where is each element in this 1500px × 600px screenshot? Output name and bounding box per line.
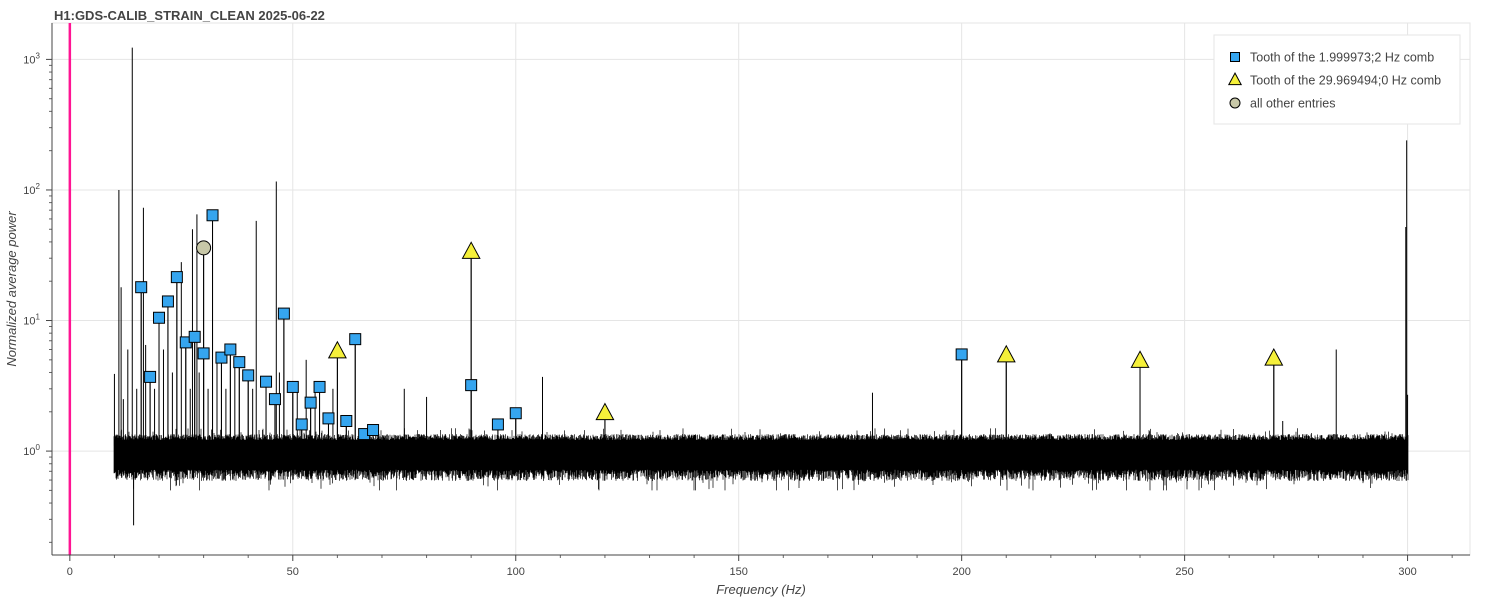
y-tick-label: 101	[23, 313, 40, 328]
comb-2hz-marker[interactable]	[491, 418, 504, 431]
comb-2hz-marker[interactable]	[268, 393, 281, 406]
legend-item-label: Tooth of the 1.999973;2 Hz comb	[1250, 51, 1434, 65]
comb-2hz-marker[interactable]	[304, 396, 317, 409]
y-axis-label: Normalized average power	[4, 211, 19, 367]
comb-2hz-marker[interactable]	[215, 351, 228, 364]
x-tick-label: 200	[952, 566, 970, 578]
marker-layer	[135, 209, 1284, 446]
comb-2hz-marker[interactable]	[135, 281, 148, 294]
comb-2hz-marker[interactable]	[295, 418, 308, 431]
y-tick-label: 100	[23, 443, 40, 458]
x-tick-label: 250	[1175, 566, 1193, 578]
comb-2hz-marker[interactable]	[260, 375, 273, 388]
legend-comb-30hz-marker[interactable]	[1227, 72, 1243, 86]
legend-item-label: all other entries	[1250, 97, 1335, 111]
comb-2hz-marker[interactable]	[233, 356, 246, 369]
comb-30hz-marker[interactable]	[595, 402, 615, 421]
comb-2hz-marker[interactable]	[349, 333, 362, 346]
comb-2hz-marker[interactable]	[322, 412, 335, 425]
y-tick-label: 103	[23, 51, 40, 66]
comb-2hz-marker[interactable]	[465, 379, 478, 392]
legend-item-label: Tooth of the 29.969494;0 Hz comb	[1250, 74, 1441, 88]
axes: 0 50 100 150 200 250 300 100 101 102 103	[23, 23, 1470, 578]
y-tick-label: 102	[23, 182, 40, 197]
comb-2hz-marker[interactable]	[224, 343, 237, 356]
comb-2hz-marker[interactable]	[197, 347, 210, 360]
legend-box	[1213, 34, 1461, 125]
x-axis-label: Frequency (Hz)	[716, 582, 806, 597]
comb-30hz-marker[interactable]	[461, 241, 481, 259]
x-tick-label: 0	[67, 566, 73, 578]
comb-30hz-marker[interactable]	[996, 344, 1016, 363]
comb-2hz-marker[interactable]	[367, 424, 380, 437]
comb-2hz-marker[interactable]	[242, 369, 255, 382]
spectrum-noise	[113, 428, 1409, 491]
x-tick-label: 300	[1398, 566, 1416, 578]
x-tick-label: 100	[507, 566, 525, 578]
legend-comb-2hz-marker[interactable]	[1230, 52, 1240, 62]
comb-2hz-marker[interactable]	[206, 209, 219, 222]
comb-2hz-marker[interactable]	[170, 271, 183, 284]
comb-2hz-marker[interactable]	[313, 380, 326, 393]
legend: Tooth of the 1.999973;2 Hz comb Tooth of …	[1213, 34, 1461, 125]
comb-2hz-marker[interactable]	[144, 370, 157, 383]
comb-2hz-marker[interactable]	[955, 348, 968, 361]
x-tick-label: 50	[287, 566, 299, 578]
chart-title: H1:GDS-CALIB_STRAIN_CLEAN 2025-06-22	[54, 8, 325, 23]
comb-2hz-marker[interactable]	[340, 414, 353, 427]
x-tick-label: 150	[730, 566, 748, 578]
comb-30hz-marker[interactable]	[1130, 350, 1150, 368]
comb-2hz-marker[interactable]	[161, 295, 174, 308]
comb-30hz-marker[interactable]	[1264, 347, 1284, 366]
comb-2hz-marker[interactable]	[188, 330, 201, 343]
comb-2hz-marker[interactable]	[153, 311, 166, 324]
comb-2hz-marker[interactable]	[286, 380, 299, 393]
comb-2hz-marker[interactable]	[277, 307, 290, 320]
legend-other-entry-marker[interactable]	[1229, 97, 1241, 109]
comb-2hz-marker[interactable]	[509, 407, 522, 420]
comb-30hz-marker[interactable]	[327, 340, 347, 359]
other-entry-marker[interactable]	[196, 240, 212, 256]
